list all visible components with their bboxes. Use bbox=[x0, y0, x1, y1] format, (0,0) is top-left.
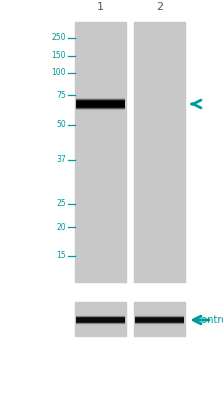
Text: control: control bbox=[196, 315, 223, 325]
Bar bbox=[75, 22, 126, 282]
Text: 100: 100 bbox=[51, 68, 66, 77]
Text: 150: 150 bbox=[51, 52, 66, 60]
Text: 37: 37 bbox=[56, 155, 66, 164]
Text: 2: 2 bbox=[156, 2, 163, 12]
Text: 15: 15 bbox=[56, 252, 66, 260]
Bar bbox=[134, 22, 185, 282]
Bar bbox=[134, 302, 185, 336]
Text: 50: 50 bbox=[56, 120, 66, 129]
Bar bbox=[75, 302, 126, 336]
Text: 250: 250 bbox=[51, 34, 66, 42]
Text: 20: 20 bbox=[56, 223, 66, 232]
Text: 75: 75 bbox=[56, 91, 66, 100]
Text: 1: 1 bbox=[97, 2, 104, 12]
Text: 25: 25 bbox=[56, 200, 66, 208]
